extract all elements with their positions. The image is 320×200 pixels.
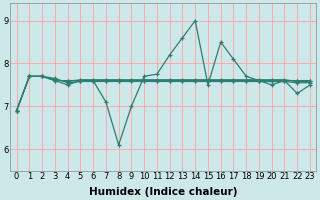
X-axis label: Humidex (Indice chaleur): Humidex (Indice chaleur) (89, 187, 237, 197)
